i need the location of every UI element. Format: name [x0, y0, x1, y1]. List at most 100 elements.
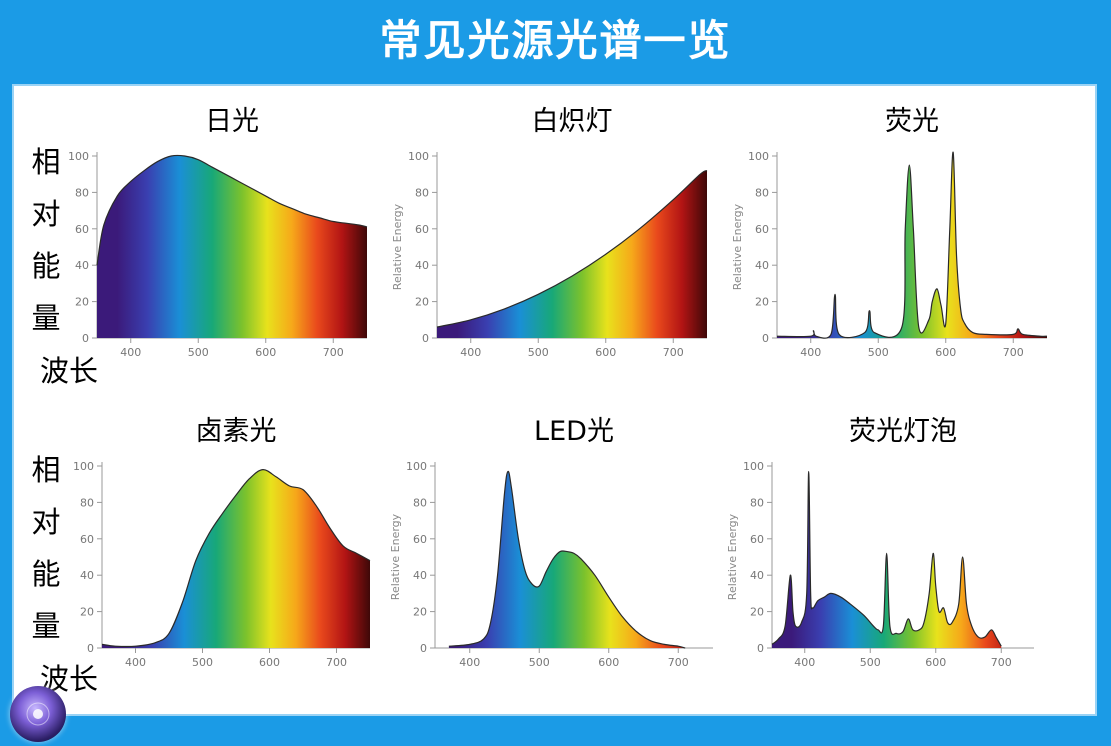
y-tick-label: 20 [750, 606, 764, 619]
side-label-char: 能 [31, 249, 61, 283]
x-tick-label: 500 [529, 656, 550, 669]
spectrum-area [97, 155, 367, 338]
side-label-char: 对 [31, 505, 61, 539]
spectrum-line [101, 469, 371, 648]
chart-title: 白炽灯 [532, 106, 613, 137]
y-tick-label: 20 [413, 606, 427, 619]
x-tick-label: 600 [935, 346, 956, 359]
y-tick-label: 100 [73, 460, 94, 473]
y-tick-label: 40 [755, 259, 769, 272]
y-tick-label: 80 [755, 186, 769, 199]
x-tick-label: 700 [1003, 346, 1024, 359]
y-tick-label: 80 [80, 496, 94, 509]
y-tick-label: 60 [80, 533, 94, 546]
x-tick-label: 700 [326, 656, 347, 669]
spectrum-area [772, 471, 1002, 648]
y-axis-label: Relative Energy [726, 513, 739, 600]
spectrum-area [437, 170, 707, 338]
spectrum-area [448, 471, 686, 648]
spectrum-chart: LED光 0 20 40 60 80 100 400 500 600 700 Relative Ene… [389, 416, 713, 669]
y-tick-label: 80 [413, 496, 427, 509]
x-tick-label: 500 [188, 346, 209, 359]
y-tick-label: 60 [750, 533, 764, 546]
y-tick-label: 100 [743, 460, 764, 473]
x-tick-label: 700 [991, 656, 1012, 669]
x-tick-label: 400 [460, 346, 481, 359]
spectrum-line [436, 169, 708, 328]
x-tick-label: 600 [598, 656, 619, 669]
y-axis-label: Relative Energy [389, 513, 402, 600]
x-tick-label: 700 [323, 346, 344, 359]
x-tick-label: 600 [255, 346, 276, 359]
y-tick-label: 60 [75, 223, 89, 236]
chart-title: 卤素光 [196, 416, 277, 447]
x-tick-label: 700 [663, 346, 684, 359]
chart-title: 荧光灯泡 [849, 416, 957, 447]
x-tick-label: 500 [860, 656, 881, 669]
y-tick-label: 100 [408, 150, 429, 163]
page-title: 常见光源光谱一览 [379, 16, 732, 65]
side-label-top: 相 对 能 量 [26, 136, 66, 344]
y-tick-label: 100 [406, 460, 427, 473]
y-tick-label: 40 [80, 569, 94, 582]
spectrum-chart: 荧光灯泡 0 20 40 60 80 100 400 500 600 700 Relative Ene… [726, 416, 1034, 669]
y-tick-label: 60 [413, 533, 427, 546]
y-tick-label: 100 [748, 150, 769, 163]
x-tick-label: 500 [192, 656, 213, 669]
spectrum-chart: 荧光 0 20 40 60 80 100 400 500 600 700 Relative Energ… [731, 106, 1048, 359]
spectrum-line [776, 151, 1048, 339]
y-tick-label: 100 [68, 150, 89, 163]
logo [10, 686, 66, 742]
spectrum-area [102, 469, 370, 648]
y-tick-label: 0 [422, 332, 429, 345]
y-tick-label: 80 [750, 496, 764, 509]
chart-panel: 相 对 能 量 波长 相 对 能 量 波长 日光 0 20 40 60 80 100 400 5… [12, 84, 1097, 716]
spectrum-chart: 日光 0 20 40 60 80 100 400 500 600 700 [68, 106, 368, 359]
x-tick-label: 600 [925, 656, 946, 669]
spectrum-line [96, 154, 368, 266]
x-tick-label: 500 [528, 346, 549, 359]
logo-star-icon [26, 702, 50, 726]
chart-title: 日光 [205, 106, 259, 137]
x-tick-label: 600 [595, 346, 616, 359]
chart-title: 荧光 [885, 106, 939, 137]
y-tick-label: 20 [415, 296, 429, 309]
spectrum-chart: 卤素光 0 20 40 60 80 100 400 500 600 700 [73, 416, 371, 669]
spectrum-chart: 白炽灯 0 20 40 60 80 100 400 500 600 700 Relative Ener… [391, 106, 708, 359]
side-label-char: 量 [31, 301, 61, 335]
y-tick-label: 80 [415, 186, 429, 199]
y-tick-label: 0 [420, 642, 427, 655]
y-tick-label: 40 [75, 259, 89, 272]
y-tick-label: 0 [82, 332, 89, 345]
x-tick-label: 400 [794, 656, 815, 669]
side-label-char: 量 [31, 609, 61, 643]
y-axis-label: Relative Energy [391, 203, 404, 290]
y-tick-label: 20 [75, 296, 89, 309]
y-tick-label: 60 [755, 223, 769, 236]
y-tick-label: 40 [415, 259, 429, 272]
y-tick-label: 40 [413, 569, 427, 582]
x-tick-label: 400 [125, 656, 146, 669]
side-label-char: 能 [31, 557, 61, 591]
wavelength-label-top: 波长 [40, 354, 99, 388]
y-tick-label: 0 [87, 642, 94, 655]
y-axis-label: Relative Energy [731, 203, 744, 290]
x-tick-label: 400 [800, 346, 821, 359]
y-tick-label: 60 [415, 223, 429, 236]
x-tick-label: 600 [259, 656, 280, 669]
spectrum-area [777, 152, 1047, 339]
y-tick-label: 0 [762, 332, 769, 345]
y-tick-label: 40 [750, 569, 764, 582]
y-tick-label: 0 [757, 642, 764, 655]
x-tick-label: 700 [668, 656, 689, 669]
spectrum-line [771, 470, 1002, 647]
x-tick-label: 400 [120, 346, 141, 359]
spectrum-line [448, 470, 686, 649]
x-tick-label: 400 [459, 656, 480, 669]
chart-title: LED光 [534, 416, 614, 447]
side-label-char: 相 [31, 453, 61, 487]
side-label-char: 相 [31, 145, 61, 179]
y-tick-label: 20 [80, 606, 94, 619]
y-tick-label: 80 [75, 186, 89, 199]
